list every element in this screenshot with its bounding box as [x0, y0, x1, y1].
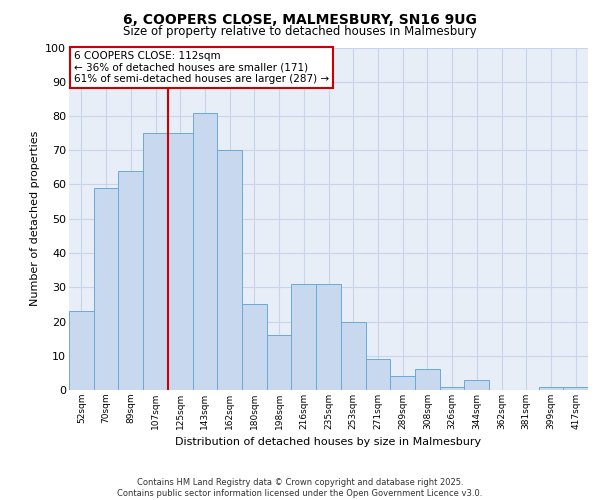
Bar [143, 133, 168, 390]
Bar [292, 284, 316, 390]
Bar [118, 171, 143, 390]
Bar [267, 335, 292, 390]
Text: 6 COOPERS CLOSE: 112sqm
← 36% of detached houses are smaller (171)
61% of semi-d: 6 COOPERS CLOSE: 112sqm ← 36% of detache… [74, 51, 329, 84]
Bar [390, 376, 415, 390]
Bar [69, 311, 94, 390]
Text: 6, COOPERS CLOSE, MALMESBURY, SN16 9UG: 6, COOPERS CLOSE, MALMESBURY, SN16 9UG [123, 12, 477, 26]
Bar [415, 370, 440, 390]
Bar [464, 380, 489, 390]
Text: Contains HM Land Registry data © Crown copyright and database right 2025.
Contai: Contains HM Land Registry data © Crown c… [118, 478, 482, 498]
Bar [242, 304, 267, 390]
X-axis label: Distribution of detached houses by size in Malmesbury: Distribution of detached houses by size … [175, 438, 482, 448]
Y-axis label: Number of detached properties: Number of detached properties [29, 131, 40, 306]
Bar [365, 359, 390, 390]
Bar [217, 150, 242, 390]
Bar [94, 188, 118, 390]
Text: Size of property relative to detached houses in Malmesbury: Size of property relative to detached ho… [123, 25, 477, 38]
Bar [539, 386, 563, 390]
Bar [563, 386, 588, 390]
Bar [440, 386, 464, 390]
Bar [193, 112, 217, 390]
Bar [341, 322, 365, 390]
Bar [168, 133, 193, 390]
Bar [316, 284, 341, 390]
